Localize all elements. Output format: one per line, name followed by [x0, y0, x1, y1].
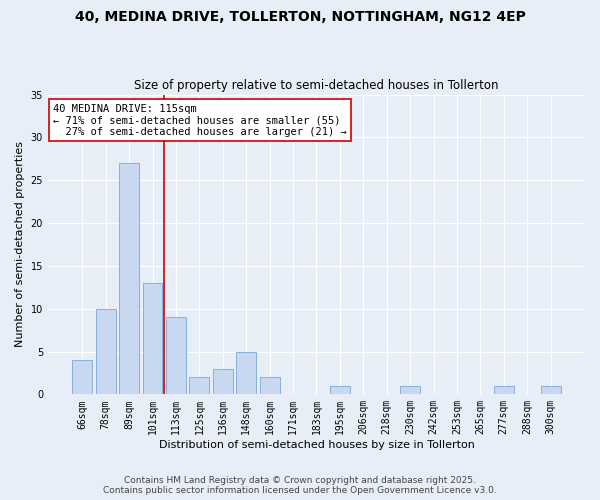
Bar — [119, 163, 139, 394]
Bar — [73, 360, 92, 394]
Text: 40, MEDINA DRIVE, TOLLERTON, NOTTINGHAM, NG12 4EP: 40, MEDINA DRIVE, TOLLERTON, NOTTINGHAM,… — [74, 10, 526, 24]
Bar — [400, 386, 420, 394]
Y-axis label: Number of semi-detached properties: Number of semi-detached properties — [15, 142, 25, 348]
Bar — [143, 283, 163, 395]
X-axis label: Distribution of semi-detached houses by size in Tollerton: Distribution of semi-detached houses by … — [158, 440, 475, 450]
Text: 40 MEDINA DRIVE: 115sqm
← 71% of semi-detached houses are smaller (55)
  27% of : 40 MEDINA DRIVE: 115sqm ← 71% of semi-de… — [53, 104, 347, 136]
Bar — [330, 386, 350, 394]
Bar — [190, 377, 209, 394]
Bar — [541, 386, 560, 394]
Bar — [213, 368, 233, 394]
Bar — [236, 352, 256, 395]
Bar — [494, 386, 514, 394]
Title: Size of property relative to semi-detached houses in Tollerton: Size of property relative to semi-detach… — [134, 79, 499, 92]
Bar — [166, 317, 186, 394]
Bar — [260, 377, 280, 394]
Text: Contains HM Land Registry data © Crown copyright and database right 2025.
Contai: Contains HM Land Registry data © Crown c… — [103, 476, 497, 495]
Bar — [96, 308, 116, 394]
